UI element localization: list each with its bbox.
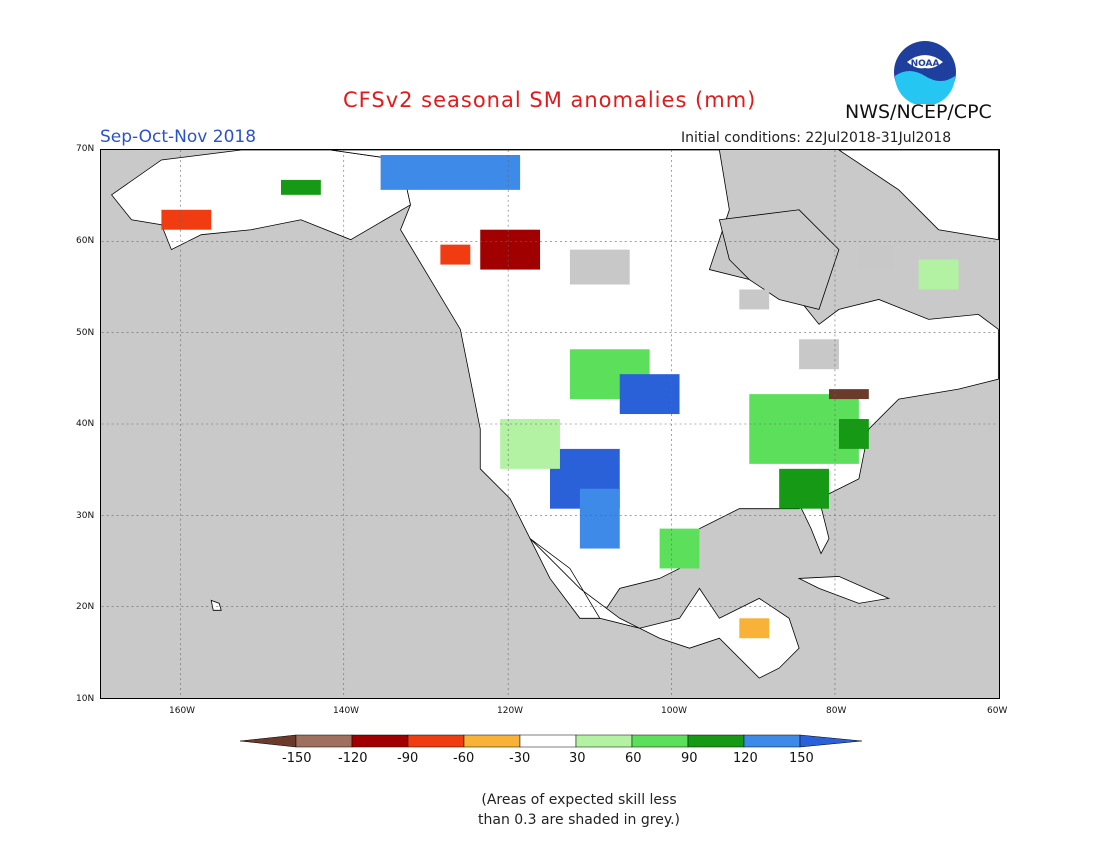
- noaa-logo: NOAA: [894, 41, 956, 104]
- lat-label-40n: 40N: [76, 419, 95, 429]
- colorbar-label-minus60: -60: [453, 751, 475, 766]
- colorbar-label-90: 90: [681, 751, 698, 766]
- lon-label-80w: 80W: [826, 706, 847, 716]
- lat-label-60n: 60N: [76, 236, 95, 246]
- colorbar-label-150: 150: [789, 751, 814, 766]
- lat-label-70n: 70N: [76, 144, 95, 154]
- grey-skill-areas: [569, 244, 894, 370]
- colorbar-label-60: 60: [625, 751, 642, 766]
- lon-label-120w: 120W: [497, 706, 524, 716]
- anomaly-cells: [161, 154, 959, 639]
- graticule: [101, 150, 999, 698]
- agency-label: NWS/NCEP/CPC: [845, 101, 992, 123]
- lon-label-140w: 140W: [333, 706, 360, 716]
- lon-label-160w: 160W: [169, 706, 196, 716]
- lat-label-20n: 20N: [76, 602, 95, 612]
- skill-note-line2: than 0.3 are shaded in grey.): [478, 812, 681, 828]
- colorbar-label-minus150: -150: [282, 751, 312, 766]
- lat-label-10n: 10N: [76, 694, 95, 704]
- anomaly-map: [100, 149, 1000, 699]
- lon-label-100w: 100W: [661, 706, 688, 716]
- season-label: Sep-Oct-Nov 2018: [100, 127, 257, 147]
- colorbar-label-minus90: -90: [397, 751, 419, 766]
- map-title: CFSv2 seasonal SM anomalies (mm): [343, 88, 757, 112]
- colorbar-label-120: 120: [733, 751, 758, 766]
- colorbar-label-minus120: -120: [338, 751, 368, 766]
- skill-note: (Areas of expected skill less than 0.3 a…: [478, 790, 680, 830]
- initial-conditions-label: Initial conditions: 22Jul2018-31Jul2018: [681, 130, 952, 146]
- lat-label-50n: 50N: [76, 328, 95, 338]
- skill-note-line1: (Areas of expected skill less: [481, 792, 677, 808]
- colorbar: [240, 734, 862, 748]
- lon-label-60w: 60W: [987, 706, 1008, 716]
- colorbar-label-minus30: -30: [509, 751, 531, 766]
- lat-label-30n: 30N: [76, 511, 95, 521]
- colorbar-label-30: 30: [569, 751, 586, 766]
- svg-text:NOAA: NOAA: [911, 59, 940, 69]
